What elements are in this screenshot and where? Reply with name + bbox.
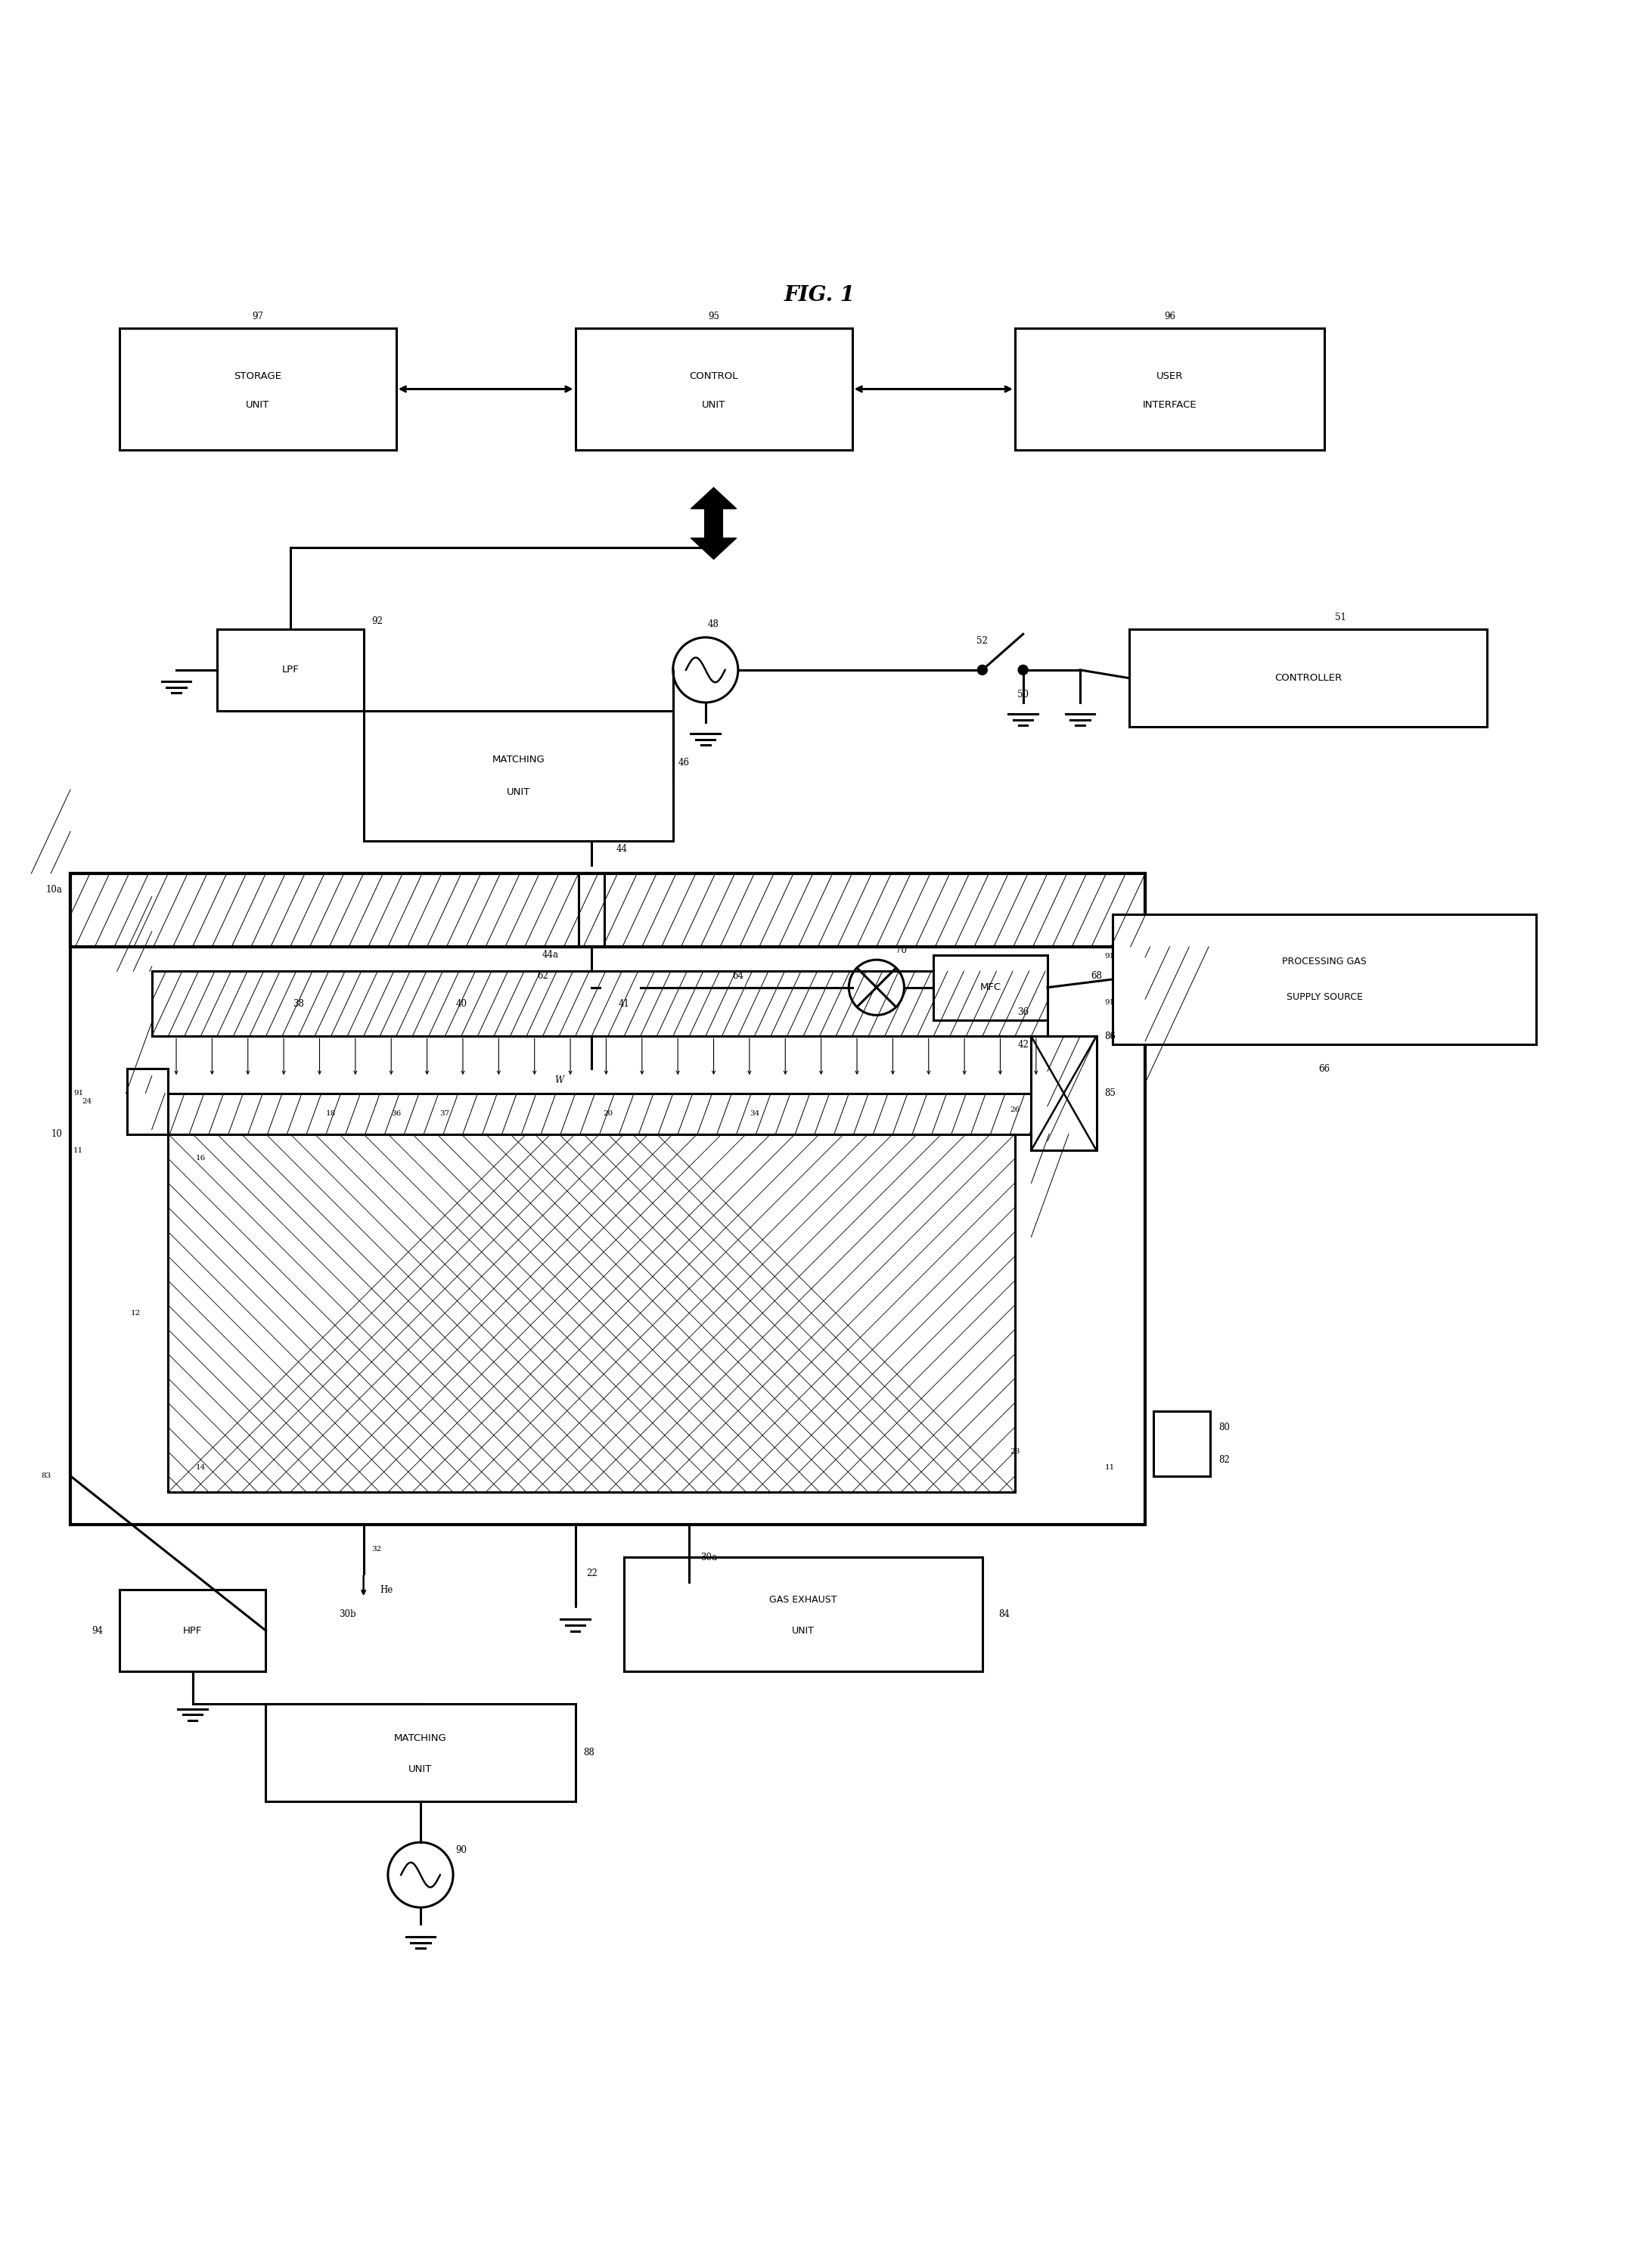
Text: 28: 28 <box>1010 1447 1019 1454</box>
Text: 90: 90 <box>456 1846 467 1855</box>
Bar <box>1113 914 1536 1046</box>
Text: 40: 40 <box>456 998 467 1009</box>
Text: USER: USER <box>1155 372 1183 381</box>
Text: 24: 24 <box>82 1098 92 1105</box>
Text: 30a: 30a <box>700 1551 718 1563</box>
Text: PROCESSING GAS: PROCESSING GAS <box>1282 957 1367 966</box>
Text: 64: 64 <box>733 971 744 982</box>
Text: UNIT: UNIT <box>701 401 726 411</box>
Text: 85: 85 <box>1105 1089 1116 1098</box>
Text: 52: 52 <box>977 635 988 646</box>
Text: 26: 26 <box>1010 1107 1019 1114</box>
Text: STORAGE: STORAGE <box>234 372 282 381</box>
Bar <box>152 1093 1031 1134</box>
Text: 96: 96 <box>1164 311 1175 322</box>
Text: 70: 70 <box>895 946 906 955</box>
Bar <box>169 1134 1015 1492</box>
Text: MATCHING: MATCHING <box>393 1733 447 1744</box>
Bar <box>1154 1411 1210 1476</box>
Bar <box>1031 1036 1096 1150</box>
Bar <box>266 1703 575 1801</box>
Text: 12: 12 <box>131 1309 141 1315</box>
Polygon shape <box>692 524 736 560</box>
Bar <box>624 1558 982 1672</box>
Text: 41: 41 <box>618 998 629 1009</box>
Text: 82: 82 <box>1218 1454 1229 1465</box>
Text: 37: 37 <box>439 1111 451 1118</box>
Bar <box>364 710 674 841</box>
Text: 48: 48 <box>708 619 720 628</box>
Text: 30b: 30b <box>339 1610 356 1619</box>
Text: 11: 11 <box>74 1148 84 1154</box>
Text: 36: 36 <box>1018 1007 1029 1016</box>
Circle shape <box>1018 665 1028 676</box>
Polygon shape <box>692 488 736 524</box>
Text: CONTROLLER: CONTROLLER <box>1275 674 1342 683</box>
Text: CONTROL: CONTROL <box>690 372 738 381</box>
Text: 91: 91 <box>74 1091 84 1098</box>
Text: 38: 38 <box>293 998 303 1009</box>
Bar <box>120 329 397 449</box>
Text: 10a: 10a <box>46 885 62 894</box>
Text: 92: 92 <box>372 617 384 626</box>
Circle shape <box>977 665 987 676</box>
Bar <box>216 628 364 710</box>
Text: MFC: MFC <box>980 982 1001 993</box>
Bar <box>934 955 1047 1021</box>
Text: 44a: 44a <box>543 950 559 959</box>
Text: GAS EXHAUST: GAS EXHAUST <box>769 1594 838 1603</box>
Bar <box>70 873 1146 1524</box>
Text: 86: 86 <box>1105 1032 1116 1041</box>
Bar <box>128 1068 169 1134</box>
Text: HPF: HPF <box>184 1626 202 1635</box>
Text: UNIT: UNIT <box>408 1765 433 1774</box>
Text: 18: 18 <box>326 1111 336 1118</box>
Text: 42: 42 <box>1018 1039 1029 1050</box>
Bar <box>1129 628 1487 728</box>
Text: 16: 16 <box>195 1154 205 1161</box>
Text: 88: 88 <box>583 1749 595 1758</box>
Text: 50: 50 <box>1018 689 1029 699</box>
Text: 94: 94 <box>92 1626 103 1635</box>
Text: 22: 22 <box>587 1569 598 1579</box>
Text: 95: 95 <box>708 311 720 322</box>
Text: 11: 11 <box>1105 1465 1115 1472</box>
Bar <box>152 971 1047 1036</box>
Text: INTERFACE: INTERFACE <box>1142 401 1196 411</box>
Text: 51: 51 <box>1336 612 1346 624</box>
Text: 62: 62 <box>538 971 549 982</box>
Text: SUPPLY SOURCE: SUPPLY SOURCE <box>1287 993 1362 1002</box>
Text: UNIT: UNIT <box>792 1626 815 1635</box>
Text: 34: 34 <box>749 1111 759 1118</box>
Text: 32: 32 <box>372 1547 382 1554</box>
Text: 44: 44 <box>616 844 628 855</box>
Text: UNIT: UNIT <box>506 787 529 796</box>
Text: 91: 91 <box>1105 998 1115 1005</box>
Text: 68: 68 <box>1090 971 1101 982</box>
Text: 83: 83 <box>41 1472 51 1479</box>
Text: 46: 46 <box>679 758 688 767</box>
Text: 80: 80 <box>1218 1422 1229 1431</box>
Bar <box>120 1590 266 1672</box>
Text: UNIT: UNIT <box>246 401 269 411</box>
Text: 91: 91 <box>1105 953 1115 959</box>
Text: He: He <box>380 1585 393 1594</box>
Text: FIG. 1: FIG. 1 <box>783 286 856 306</box>
Bar <box>1015 329 1324 449</box>
Text: MATCHING: MATCHING <box>492 755 544 764</box>
Bar <box>575 329 852 449</box>
Text: 20: 20 <box>603 1111 613 1118</box>
Text: LPF: LPF <box>282 665 298 676</box>
Text: 10: 10 <box>51 1129 62 1139</box>
Text: 36: 36 <box>392 1111 402 1118</box>
Text: 84: 84 <box>998 1610 1010 1619</box>
Text: W: W <box>554 1075 564 1084</box>
Bar <box>70 873 1146 946</box>
Text: 97: 97 <box>252 311 264 322</box>
Text: 14: 14 <box>195 1465 205 1472</box>
Text: 66: 66 <box>1319 1064 1329 1073</box>
